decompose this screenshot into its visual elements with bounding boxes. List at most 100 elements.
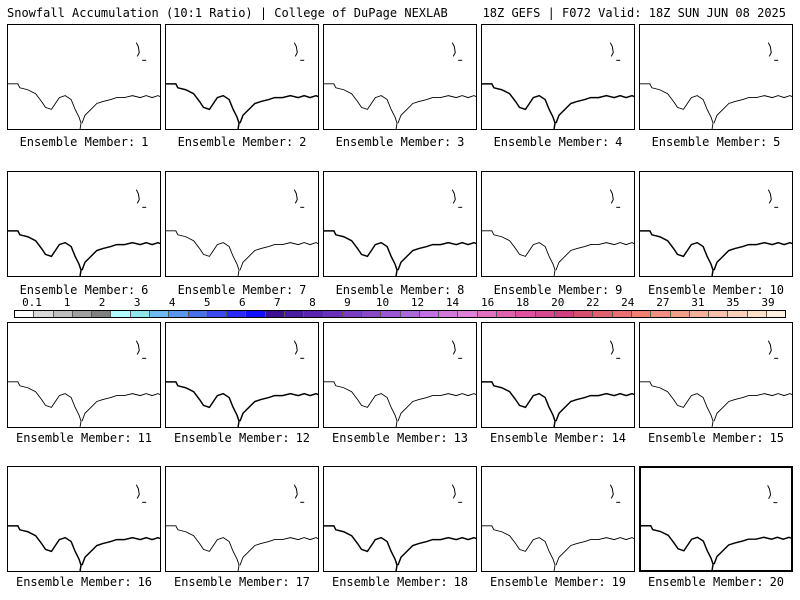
coastline xyxy=(324,525,476,571)
colorbar-swatch xyxy=(400,311,420,317)
colorbar-tick-label: 8 xyxy=(309,296,316,309)
member-number: 12 xyxy=(295,431,311,445)
colorbar-swatch xyxy=(92,311,112,317)
colorbar-tick-label: 16 xyxy=(480,296,495,309)
lake-outline xyxy=(767,42,772,57)
map-outline xyxy=(8,189,160,276)
map-outline xyxy=(166,189,318,276)
member-label-prefix: Ensemble Member: xyxy=(651,135,768,149)
colorbar-swatch xyxy=(207,311,228,317)
colorbar-tick-label: 24 xyxy=(621,296,635,309)
colorbar-tick-label: 22 xyxy=(586,296,600,309)
ensemble-member-label: Ensemble Member: 16 xyxy=(5,575,163,589)
member-label-prefix: Ensemble Member: xyxy=(331,431,448,445)
header-title: Snowfall Accumulation (10:1 Ratio) | Col… xyxy=(7,6,448,20)
member-number: 20 xyxy=(769,575,785,589)
ensemble-member-map xyxy=(481,466,635,572)
member-number: 6 xyxy=(141,283,149,297)
colorbar-tick-label: 10 xyxy=(375,296,390,309)
coastline xyxy=(166,230,318,276)
colorbar-swatch xyxy=(342,311,363,317)
colorbar-tick-label: 20 xyxy=(551,296,565,309)
member-label-prefix: Ensemble Member: xyxy=(493,283,610,297)
lake-outline xyxy=(135,484,140,499)
lake-outline xyxy=(609,484,614,499)
map-outline xyxy=(324,484,476,571)
ensemble-member-label: Ensemble Member: 17 xyxy=(163,575,321,589)
ensemble-member-map xyxy=(639,466,793,572)
colorbar-swatch xyxy=(265,311,285,317)
coastline xyxy=(482,83,634,129)
member-label-prefix: Ensemble Member: xyxy=(335,283,452,297)
member-label-prefix: Ensemble Member: xyxy=(335,135,452,149)
lake-outline xyxy=(767,485,772,500)
lake-outline xyxy=(293,189,298,204)
member-number: 2 xyxy=(299,135,307,149)
colorbar-tick-label: 31 xyxy=(691,296,705,309)
member-label-prefix: Ensemble Member: xyxy=(489,431,606,445)
coastline xyxy=(166,525,318,571)
map-outline xyxy=(8,42,160,129)
ensemble-member-map xyxy=(7,322,161,428)
ensemble-member-label: Ensemble Member: 5 xyxy=(637,135,795,149)
member-number: 7 xyxy=(299,283,307,297)
colorbar-swatch xyxy=(612,311,632,317)
map-outline xyxy=(482,340,634,427)
colorbar-swatch xyxy=(747,311,767,317)
colorbar-swatch xyxy=(574,311,594,317)
colorbar-tick-label: 14 xyxy=(445,296,460,309)
lake-outline xyxy=(293,42,298,57)
ensemble-member-map xyxy=(165,466,319,572)
lake-outline xyxy=(609,340,614,355)
colorbar-tick-label: 0.1 xyxy=(22,296,42,309)
member-number: 17 xyxy=(295,575,311,589)
map-outline xyxy=(166,42,318,129)
member-label-prefix: Ensemble Member: xyxy=(647,431,764,445)
map-outline xyxy=(324,340,476,427)
colorbar-swatch xyxy=(284,311,305,317)
colorbar-swatch xyxy=(15,311,35,317)
coastline xyxy=(640,381,792,427)
colorbar-tick-label: 1 xyxy=(63,296,71,309)
coastline xyxy=(166,83,318,129)
colorbar-tick-label: 5 xyxy=(203,296,211,309)
ensemble-member-map xyxy=(7,171,161,277)
ensemble-member-map xyxy=(323,322,477,428)
map-outline xyxy=(482,484,634,571)
coastline xyxy=(8,230,160,276)
member-number: 14 xyxy=(611,431,627,445)
ensemble-member-map xyxy=(7,24,161,130)
ensemble-member-label: Ensemble Member: 20 xyxy=(637,575,795,589)
coastline xyxy=(482,381,634,427)
member-label-prefix: Ensemble Member: xyxy=(173,431,290,445)
coastline xyxy=(8,381,160,427)
ensemble-member-label: Ensemble Member: 1 xyxy=(5,135,163,149)
colorbar-swatch xyxy=(323,311,343,317)
map-outline xyxy=(640,340,792,427)
ensemble-member-label: Ensemble Member: 12 xyxy=(163,431,321,445)
member-number: 5 xyxy=(773,135,781,149)
colorbar-swatch xyxy=(34,311,54,317)
header-valid-time: 18Z GEFS | F072 Valid: 18Z SUN JUN 08 20… xyxy=(482,6,786,20)
colorbar-swatch xyxy=(111,311,131,317)
ensemble-member-map xyxy=(639,171,793,277)
map-outline xyxy=(324,42,476,129)
ensemble-member-label: Ensemble Member: 4 xyxy=(479,135,637,149)
ensemble-member-label: Ensemble Member: 9 xyxy=(479,283,637,297)
member-number: 11 xyxy=(137,431,153,445)
member-number: 15 xyxy=(769,431,785,445)
colorbar-swatch xyxy=(709,311,729,317)
ensemble-member-label: Ensemble Member: 2 xyxy=(163,135,321,149)
ensemble-member-map xyxy=(323,466,477,572)
colorbar-swatch xyxy=(246,311,266,317)
colorbar-swatch xyxy=(439,311,459,317)
member-label-prefix: Ensemble Member: xyxy=(15,431,132,445)
colorbar-swatch xyxy=(458,311,478,317)
colorbar-tick-label: 2 xyxy=(98,296,106,309)
lake-outline xyxy=(451,42,456,57)
colorbar-swatch xyxy=(651,311,671,317)
map-outline xyxy=(482,42,634,129)
colorbar-swatch xyxy=(554,311,575,317)
ensemble-member-map xyxy=(481,322,635,428)
ensemble-member-map xyxy=(481,171,635,277)
